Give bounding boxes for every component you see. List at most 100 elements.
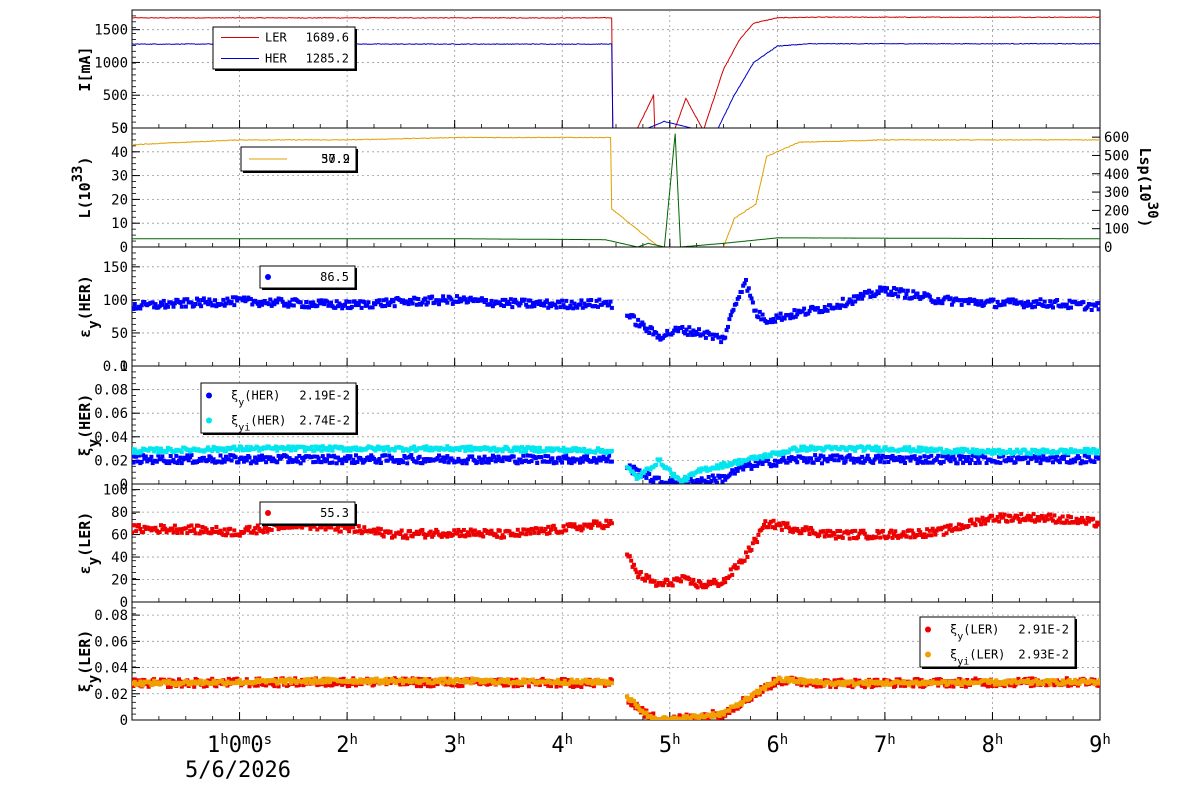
series--y-her--point bbox=[579, 456, 584, 461]
series-1-point bbox=[175, 531, 180, 535]
series-1-point bbox=[172, 523, 177, 528]
series--y-her--point bbox=[524, 458, 529, 463]
series--y-her--point bbox=[569, 461, 574, 466]
series-1-point bbox=[793, 314, 798, 319]
series-1-point bbox=[633, 567, 638, 572]
y2-tick-label: 200 bbox=[1104, 203, 1129, 219]
series-1-point bbox=[362, 300, 367, 305]
series-1-point bbox=[627, 554, 632, 559]
series--yi-her--point bbox=[1092, 447, 1097, 452]
series--y-her--point bbox=[244, 458, 249, 463]
series-1-point bbox=[981, 303, 986, 307]
series--yi-her--point bbox=[164, 450, 169, 455]
series--yi-ler--point bbox=[363, 680, 368, 685]
series-1-point bbox=[604, 299, 609, 304]
series-1-point bbox=[362, 525, 367, 530]
series--y-her--point bbox=[800, 455, 805, 460]
series--yi-ler--point bbox=[152, 678, 157, 683]
y-tick-label: 0.04 bbox=[94, 661, 128, 677]
series-1-point bbox=[461, 528, 466, 532]
series-1-point bbox=[773, 319, 777, 324]
series-1-point bbox=[286, 304, 291, 309]
series--yi-her--point bbox=[1085, 446, 1090, 451]
series--y-her--point bbox=[719, 474, 724, 478]
x-tick-label: 1h0m0s bbox=[207, 732, 272, 758]
series--y-her--point bbox=[921, 460, 925, 465]
y-axis-title: ξy(LER) bbox=[76, 630, 102, 693]
series-1-point bbox=[825, 528, 830, 533]
series--yi-ler--point bbox=[302, 677, 307, 682]
series--y-her--point bbox=[136, 453, 141, 458]
series--yi-ler--point bbox=[1098, 677, 1100, 682]
series--y-ler--point bbox=[431, 683, 436, 688]
series-1-point bbox=[275, 300, 280, 305]
series--y-her--point bbox=[475, 460, 480, 465]
series--yi-her--point bbox=[139, 449, 144, 453]
series--yi-her--point bbox=[302, 448, 307, 453]
series-1-point bbox=[977, 518, 982, 523]
series-1-point bbox=[846, 531, 851, 536]
series--yi-her--point bbox=[838, 447, 842, 452]
series-1-point bbox=[930, 526, 935, 531]
series--y-ler--point bbox=[272, 684, 277, 689]
series-1-point bbox=[522, 527, 527, 532]
series--yi-her--point bbox=[547, 448, 552, 453]
series--yi-her--point bbox=[880, 448, 885, 453]
series-1-point bbox=[947, 527, 952, 532]
series--y-her--point bbox=[495, 458, 500, 463]
series-1-point bbox=[723, 335, 728, 340]
series--yi-her--point bbox=[1008, 447, 1013, 452]
series--y-ler--point bbox=[450, 683, 455, 688]
series-1-point bbox=[755, 540, 760, 545]
series--yi-her--point bbox=[998, 452, 1003, 457]
series--y-her--point bbox=[521, 453, 526, 458]
series--yi-ler--point bbox=[307, 677, 311, 682]
series-1-point bbox=[1051, 305, 1055, 310]
series--yi-ler--point bbox=[822, 683, 827, 688]
series--y-her--point bbox=[1053, 457, 1058, 462]
series--yi-ler--point bbox=[987, 681, 992, 685]
series-1-point bbox=[903, 295, 907, 300]
series-1-point bbox=[132, 302, 137, 306]
series--yi-her--point bbox=[348, 448, 353, 453]
series-1-point bbox=[319, 298, 324, 303]
series-1-point bbox=[1045, 517, 1050, 522]
series--y-ler--point bbox=[1064, 676, 1069, 681]
series-1-point bbox=[1064, 518, 1069, 523]
series--y-ler--point bbox=[132, 684, 136, 688]
series-1-point bbox=[171, 530, 176, 535]
series-1-point bbox=[208, 300, 213, 305]
series--y-her--point bbox=[872, 457, 877, 462]
time-axis: 1h0m0s 2h 3h 4h 5h 6h 7h 8h 9h5/6/2026 bbox=[185, 732, 1111, 783]
series-1-point bbox=[804, 525, 809, 530]
series--yi-ler--point bbox=[196, 681, 201, 686]
series--y-her--point bbox=[396, 461, 401, 465]
y-tick-label: 100 bbox=[103, 293, 128, 309]
series--y-ler--point bbox=[579, 685, 584, 689]
series-1-point bbox=[1067, 298, 1072, 303]
series-1-point bbox=[893, 529, 898, 534]
series-1-point bbox=[358, 299, 363, 304]
series-1-point bbox=[443, 531, 448, 536]
y2-tick-label: 500 bbox=[1104, 148, 1129, 164]
series-1-point bbox=[983, 521, 988, 526]
series-1-point bbox=[1019, 512, 1024, 517]
series--yi-her--point bbox=[726, 463, 730, 468]
series--y-her--point bbox=[311, 460, 316, 465]
series--yi-ler--point bbox=[943, 679, 948, 684]
series--yi-her--point bbox=[658, 457, 663, 462]
series-1-point bbox=[990, 513, 995, 518]
series-1-point bbox=[1015, 514, 1019, 519]
series--y-ler--point bbox=[804, 683, 809, 688]
series--yi-ler--point bbox=[309, 678, 314, 683]
y-tick-label: 0.08 bbox=[94, 383, 128, 399]
series--y-her--point bbox=[929, 453, 934, 458]
series--yi-ler--point bbox=[596, 677, 600, 682]
series--yi-ler--point bbox=[442, 676, 447, 681]
series-1-point bbox=[287, 525, 292, 530]
series-1-point bbox=[387, 303, 392, 307]
series-1-point bbox=[874, 292, 878, 297]
series-1-point bbox=[152, 305, 157, 310]
series-1-point bbox=[694, 329, 699, 334]
series-1-point bbox=[1026, 299, 1031, 304]
